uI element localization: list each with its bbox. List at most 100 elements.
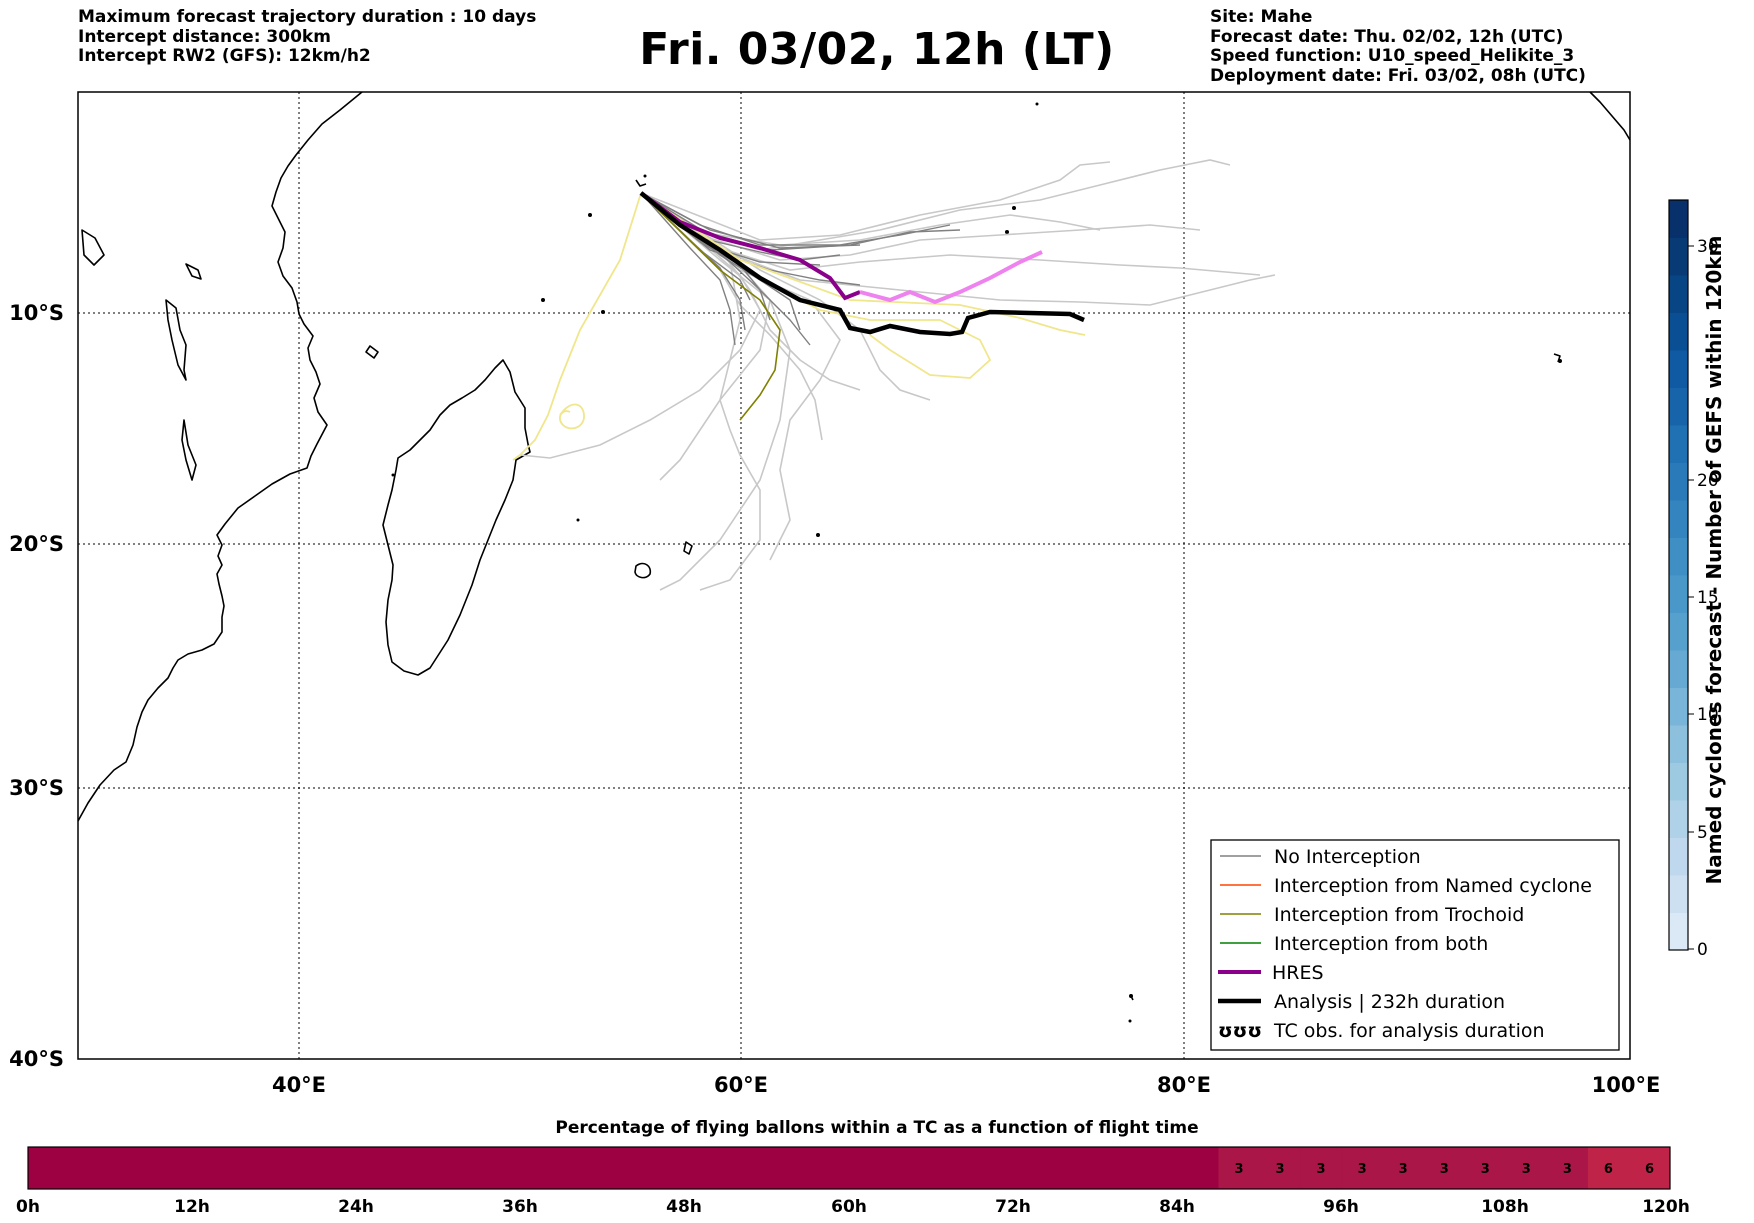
colorbar-cell (1669, 575, 1688, 613)
lat-label: 20°S (9, 532, 64, 556)
header-left-line: Maximum forecast trajectory duration : 1… (78, 7, 537, 27)
legend-box (1210, 839, 1620, 1051)
colorbar-cell (1669, 687, 1688, 726)
lat-label: 40°S (9, 1047, 64, 1071)
lake-malawi (181, 419, 197, 481)
bar-cell (1587, 1147, 1630, 1189)
colorbar-cell (1669, 800, 1688, 838)
header-right-line: Site: Mahe (1210, 7, 1313, 27)
legend-label: Interception from Trochoid (1274, 904, 1524, 926)
colorbar-cell (1669, 650, 1688, 688)
bar-cell (1382, 1147, 1424, 1189)
lat-labels: 10°S 20°S 30°S 40°S (9, 301, 64, 1071)
trajectory-hres (639, 191, 861, 301)
ensemble-light-trajectories (519, 159, 1276, 591)
bar-cell (1218, 1147, 1260, 1189)
header-left: Maximum forecast trajectory duration : 1… (78, 7, 537, 67)
trajectory-no-interception (640, 192, 861, 249)
lon-label: 100°E (1592, 1073, 1661, 1097)
legend-label: Interception from both (1274, 933, 1488, 955)
bar-cell-value: 3 (1522, 1162, 1531, 1177)
colorbar-cell (1669, 500, 1688, 538)
time-label: 0h (16, 1197, 40, 1217)
coastlines (77, 91, 1631, 1001)
island-dot (1558, 359, 1562, 363)
colorbar-cells (1669, 200, 1688, 951)
colorbar-ticks: 0 5 10 15 20 30 (1688, 237, 1719, 960)
colorbar-cell (1669, 837, 1688, 876)
bar-cell (1505, 1147, 1548, 1189)
tc-obs-symbol: ʊʊʊ (1218, 1020, 1262, 1042)
colorbar-tick: 10 (1697, 705, 1719, 725)
time-label: 96h (1323, 1197, 1359, 1217)
bar-cell-value: 6 (1645, 1162, 1654, 1177)
legend-label: HRES (1272, 962, 1324, 984)
colorbar-cell (1669, 312, 1688, 351)
time-label: 60h (831, 1197, 867, 1217)
bar-cell (1464, 1147, 1507, 1189)
time-label: 24h (338, 1197, 374, 1217)
island-dot (1012, 206, 1016, 210)
legend: No Interception Interception from Named … (1210, 839, 1620, 1051)
header-right-line: Speed function: U10_speed_Helikite_3 (1210, 46, 1575, 66)
time-label: 36h (502, 1197, 538, 1217)
bar-cell-value: 3 (1234, 1162, 1243, 1177)
island-dot (576, 518, 580, 522)
colorbar-cell (1669, 612, 1688, 651)
trajectory-light (640, 161, 1111, 241)
header-right: Site: Mahe Forecast date: Thu. 02/02, 12… (1210, 7, 1586, 86)
small-islands (391, 102, 1562, 1023)
bar-cell-value: 3 (1317, 1162, 1326, 1177)
bar-cell-value: 6 (1604, 1162, 1613, 1177)
island-dot (588, 213, 592, 217)
flight-time-bar: 3 3 3 3 3 3 3 3 3 6 6 0h 12h 24h 36h 48h 60h 72h 8… (16, 1146, 1690, 1217)
time-label: 120h (1642, 1197, 1690, 1217)
sumatra-coast (1589, 91, 1631, 141)
colorbar-tick: 5 (1697, 823, 1708, 843)
island-dot (1129, 994, 1133, 998)
map-frame (77, 91, 1631, 1060)
time-label: 108h (1481, 1197, 1529, 1217)
bar-cell (1300, 1147, 1342, 1189)
legend-label: No Interception (1274, 846, 1421, 868)
trajectory-light (640, 192, 1261, 276)
bar-cell-value: 3 (1563, 1162, 1572, 1177)
island-dot (541, 298, 545, 302)
seychelles-island (635, 179, 647, 187)
comoros-island (185, 263, 202, 280)
island-dot (643, 174, 647, 178)
trajectory-yellow (512, 192, 642, 461)
time-label: 12h (174, 1197, 210, 1217)
trajectory-light (640, 192, 761, 591)
trajectory-hres-extension (859, 250, 1043, 305)
legend-label: Analysis | 232h duration (1274, 991, 1505, 1013)
header-left-line: Intercept RW2 (GFS): 12km/h2 (78, 46, 371, 66)
map-title: Fri. 03/02, 12h (LT) (639, 24, 1115, 75)
bar-cells (1218, 1147, 1671, 1189)
colorbar-cell (1669, 875, 1688, 913)
lake-victoria (81, 229, 105, 266)
island-dot (1128, 1019, 1132, 1023)
island-dot (601, 310, 605, 314)
reunion-island (634, 562, 652, 579)
colorbar-tick: 15 (1697, 588, 1719, 608)
colorbar-tick: 30 (1697, 237, 1719, 257)
island-dot (1035, 102, 1039, 106)
colorbar-cell (1669, 200, 1688, 238)
tc-loop-yellow (559, 403, 585, 430)
time-labels: 0h 12h 24h 36h 48h 60h 72h 84h 96h 108h … (16, 1197, 1690, 1217)
africa-coastline (77, 91, 363, 822)
header-right-line: Forecast date: Thu. 02/02, 12h (UTC) (1210, 26, 1564, 47)
lon-labels: 40°E 60°E 80°E 100°E (272, 1073, 1660, 1097)
lat-label: 10°S (9, 301, 64, 325)
legend-label: TC obs. for analysis duration (1273, 1020, 1545, 1042)
bar-cell (1546, 1147, 1589, 1189)
trajectory-trochoid (640, 192, 781, 421)
colorbar-cell (1669, 762, 1688, 801)
colorbar-frame (1668, 199, 1689, 951)
lon-label: 80°E (1157, 1073, 1211, 1097)
colorbar-tick: 0 (1697, 940, 1708, 960)
legend-label: Interception from Named cyclone (1274, 875, 1592, 897)
madagascar-north-islands (365, 345, 379, 359)
